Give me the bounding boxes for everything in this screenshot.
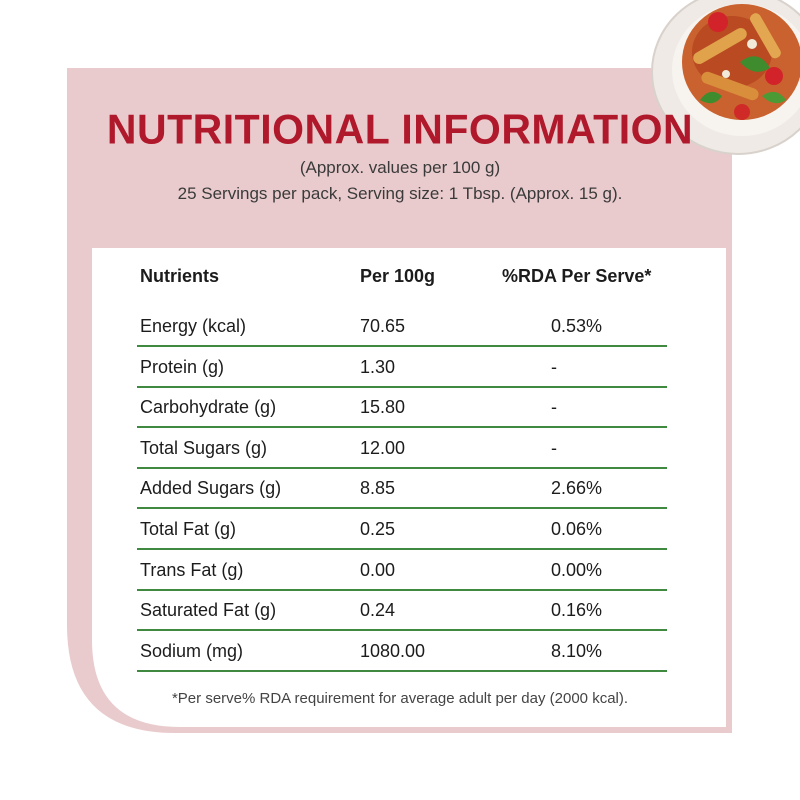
row-divider	[137, 507, 667, 510]
per-100g-value: 0.25	[360, 519, 396, 539]
nutrient-name: Trans Fat (g)	[140, 559, 244, 580]
header-per-100g: Per 100g	[360, 266, 436, 286]
serving-size-note: 25 Servings per pack, Serving size: 1 Tb…	[177, 184, 623, 203]
rda-value: 2.66%	[551, 478, 603, 499]
nutrient-name: Saturated Fat (g)	[140, 600, 277, 621]
row-divider	[137, 629, 667, 632]
row-divider	[137, 426, 667, 429]
rda-value: 0.53%	[551, 316, 603, 336]
header-nutrients: Nutrients	[140, 266, 220, 286]
nutrient-name: Carbohydrate (g)	[140, 397, 277, 418]
pasta-plate-image	[651, 0, 800, 155]
per-100g-value: 1080.00	[360, 640, 426, 661]
rda-value: -	[551, 437, 557, 458]
per-100g-value: 8.85	[360, 478, 396, 499]
rda-value: 0.16%	[551, 600, 603, 621]
per-100g-value: 0.24	[360, 600, 396, 621]
rda-footnote: *Per serve% RDA requirement for average …	[171, 690, 629, 707]
nutrient-name: Sodium (mg)	[140, 640, 244, 661]
row-divider	[137, 466, 667, 469]
nutrient-name: Energy (kcal)	[140, 316, 247, 336]
nutrient-name: Added Sugars (g)	[140, 478, 282, 499]
nutrient-name: Total Sugars (g)	[140, 437, 268, 458]
rda-value: 0.06%	[551, 519, 603, 539]
white-card	[92, 248, 726, 727]
row-divider	[137, 385, 667, 388]
page-title: NUTRITIONAL INFORMATION	[106, 105, 694, 153]
rda-value: 0.00%	[551, 559, 603, 580]
serving-note: (Approx. values per 100 g)	[299, 158, 501, 177]
nutrient-name: Total Fat (g)	[140, 519, 237, 539]
row-divider	[137, 345, 667, 347]
rda-value: -	[551, 356, 557, 377]
rda-value: 8.10%	[551, 640, 603, 661]
per-100g-value: 70.65	[360, 316, 406, 336]
per-100g-value: 15.80	[360, 397, 406, 418]
nutrient-name: Protein (g)	[140, 356, 225, 377]
row-divider	[137, 548, 667, 550]
rda-value: -	[551, 397, 557, 418]
row-divider	[137, 588, 667, 591]
per-100g-value: 1.30	[360, 356, 396, 377]
header-rda: %RDA Per Serve*	[502, 266, 652, 286]
per-100g-value: 12.00	[360, 437, 406, 458]
per-100g-value: 0.00	[360, 559, 396, 580]
row-divider	[137, 669, 667, 672]
